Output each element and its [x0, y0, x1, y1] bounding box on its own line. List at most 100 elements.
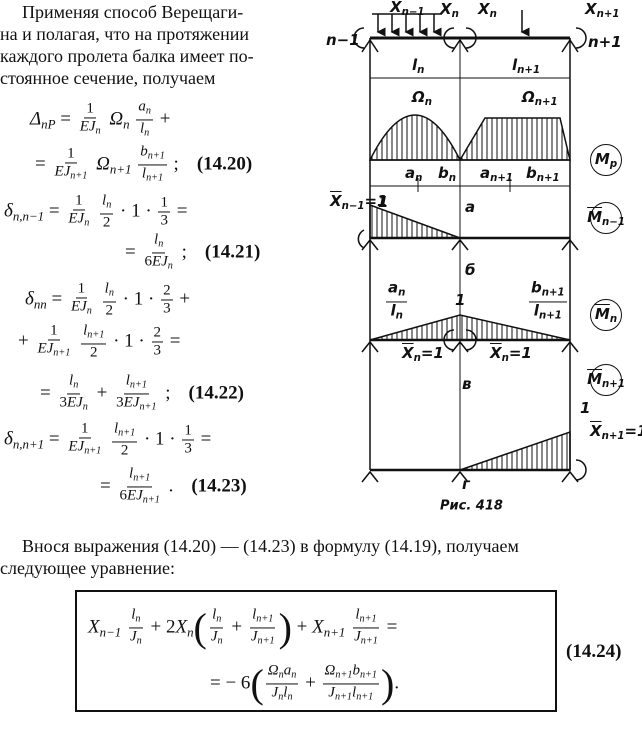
symbol-base: X — [312, 616, 324, 638]
diagram-label: Xn — [440, 0, 459, 20]
text: + — [154, 108, 171, 130]
subscript: n — [217, 635, 223, 647]
text: + — [291, 616, 313, 638]
text: 3 — [163, 300, 171, 317]
diagram-label: Xn — [478, 0, 497, 20]
fraction: 1 EJn+1 — [52, 145, 89, 184]
symbol: Jn — [130, 629, 142, 647]
expr: 2 — [101, 215, 113, 232]
symbol: an — [138, 98, 151, 116]
text: = − 6 — [210, 672, 251, 694]
fraction: ln 3EJn — [57, 372, 89, 415]
text: 3 — [160, 212, 168, 229]
text: 2 — [105, 302, 114, 319]
expr: г — [462, 475, 470, 493]
fraction: Ωnan Jnln — [265, 662, 299, 706]
subscript: n+1 — [87, 329, 105, 341]
expr: = ln 3EJn + ln+1 3EJn+1 ; — [40, 372, 171, 412]
subscript: n−1 — [99, 624, 122, 640]
symbol-base: l — [131, 606, 136, 623]
symbol: Xn+1 — [590, 422, 625, 443]
symbol: Mn−1 — [587, 208, 625, 228]
equation: ΔnP = 1 EJn Ωn an ln + — [30, 98, 170, 141]
expr: 1 — [48, 322, 60, 341]
subscript: p — [609, 159, 618, 171]
text: = — [165, 330, 181, 352]
symbol: EJn+1 — [123, 394, 157, 413]
symbol: ln+1 — [512, 56, 540, 76]
subscript: n — [95, 125, 101, 137]
subscript: nn — [33, 296, 47, 312]
expr: EJn+1 — [52, 163, 89, 184]
symbol: ln+1 — [114, 420, 135, 438]
equation: = ln 3EJn + ln+1 3EJn+1 ; (14.22) — [40, 372, 244, 415]
text: ; — [168, 153, 179, 175]
text: 6 — [144, 253, 152, 270]
symbol-base: J — [354, 628, 361, 645]
expr: Xn=1 — [490, 344, 532, 364]
expr: ln — [412, 56, 424, 76]
symbol: Ωn+1 — [96, 153, 132, 177]
expr: 6EJn — [142, 254, 174, 275]
symbol: EJn — [71, 298, 92, 317]
expr: Xn−1 — [390, 0, 424, 18]
symbol-base: a — [138, 98, 146, 115]
symbol: δnn — [25, 288, 47, 312]
subscript: n+1 — [601, 431, 625, 443]
expr: ln — [129, 606, 143, 629]
text: = — [44, 200, 65, 222]
equation-number: (14.24) — [566, 641, 622, 662]
symbol-base: EJ — [126, 487, 143, 504]
subscript: n+1 — [359, 669, 378, 681]
text: 1 — [378, 193, 389, 211]
text: 2 — [163, 282, 171, 299]
text: 6 — [119, 487, 127, 504]
symbol: ln+1 — [534, 302, 562, 322]
expr: ln+1 — [512, 56, 540, 76]
symbol: Xn — [440, 0, 459, 20]
symbol: Ωn — [412, 87, 432, 108]
symbol-base: l — [104, 280, 109, 297]
symbol-base: b — [140, 143, 148, 160]
symbol: bn+1 — [531, 278, 565, 299]
expr: ln+1 — [532, 302, 564, 325]
expr: Jnln — [270, 685, 295, 706]
symbol-base: EJ — [68, 210, 85, 227]
text: + — [226, 616, 247, 638]
expr: ln+1 — [127, 465, 153, 488]
symbol-base: X — [390, 0, 402, 16]
text: ; — [176, 241, 187, 263]
text: а — [465, 198, 476, 216]
symbol: ln+1 — [142, 166, 163, 184]
expr: ln+1 — [81, 322, 107, 345]
symbol: an — [284, 662, 297, 680]
text-line: каждого пролета балка имеет по- — [0, 46, 254, 66]
subscript: n+1 — [359, 613, 377, 625]
text: =1 — [420, 343, 444, 362]
symbol-base: b — [526, 163, 537, 182]
symbol-base: l — [114, 420, 119, 437]
text: 1 — [580, 399, 591, 417]
symbol-base: l — [283, 684, 288, 701]
symbol: EJn+1 — [54, 163, 87, 181]
subscript: n+1 — [109, 161, 132, 177]
fraction: bn+1 ln+1 — [138, 143, 167, 186]
symbol-base: δ — [4, 428, 13, 450]
expr: 3 — [158, 212, 170, 229]
moment-label: Mp — [590, 144, 622, 176]
symbol: EJn+1 — [37, 340, 70, 358]
diagram-label: Xn−1 — [390, 0, 424, 18]
text: 2 — [153, 324, 162, 341]
diagram-label: ln+1 — [512, 56, 540, 76]
symbol-base: l — [125, 372, 130, 389]
subscript: n — [86, 305, 92, 317]
subscript: n — [448, 173, 457, 185]
symbol: Mn+1 — [587, 370, 625, 390]
symbol: ln — [102, 192, 111, 210]
symbol-base: EJ — [123, 394, 140, 411]
symbol-base: Ω — [412, 87, 425, 106]
text: 1 — [50, 322, 58, 339]
